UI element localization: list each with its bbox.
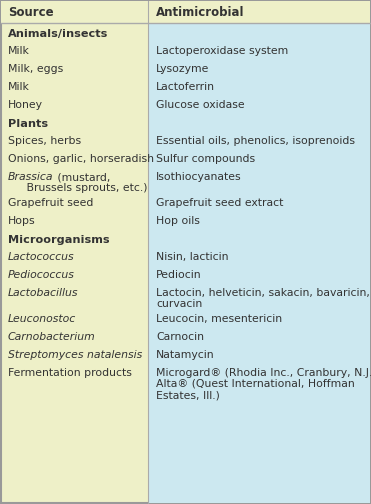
Text: Lysozyme: Lysozyme (156, 64, 209, 74)
Text: Grapefruit seed: Grapefruit seed (8, 198, 93, 208)
Text: Honey: Honey (8, 100, 43, 110)
Text: Streptomyces natalensis: Streptomyces natalensis (8, 350, 142, 360)
Text: Natamycin: Natamycin (156, 350, 215, 360)
Text: Milk: Milk (8, 46, 30, 56)
Text: Lactobacillus: Lactobacillus (8, 288, 79, 298)
Text: Lactococcus: Lactococcus (8, 252, 75, 262)
Text: Milk: Milk (8, 82, 30, 92)
Text: Glucose oxidase: Glucose oxidase (156, 100, 244, 110)
Text: Grapefruit seed extract: Grapefruit seed extract (156, 198, 283, 208)
Text: Fermentation products: Fermentation products (8, 368, 132, 378)
Text: Pediococcus: Pediococcus (8, 270, 75, 280)
Text: Isothiocyanates: Isothiocyanates (156, 172, 242, 182)
Text: Milk, eggs: Milk, eggs (8, 64, 63, 74)
Text: Carnobacterium: Carnobacterium (8, 332, 96, 342)
Text: Onions, garlic, horseradish: Onions, garlic, horseradish (8, 154, 154, 164)
Text: Microgard® (Rhodia Inc., Cranbury, N.J.),: Microgard® (Rhodia Inc., Cranbury, N.J.)… (156, 368, 371, 378)
Text: Antimicrobial: Antimicrobial (156, 7, 244, 20)
Bar (148, 1, 370, 503)
Text: Hop oils: Hop oils (156, 216, 200, 226)
Text: Alta® (Quest International, Hoffman: Alta® (Quest International, Hoffman (156, 379, 355, 389)
Text: curvacin: curvacin (156, 299, 202, 309)
Text: Lactocin, helveticin, sakacin, bavaricin,: Lactocin, helveticin, sakacin, bavaricin… (156, 288, 370, 298)
Text: Essential oils, phenolics, isoprenoids: Essential oils, phenolics, isoprenoids (156, 136, 355, 146)
Text: Pediocin: Pediocin (156, 270, 201, 280)
Bar (148, 1, 370, 23)
Text: (mustard,: (mustard, (54, 172, 111, 182)
Text: Nisin, lacticin: Nisin, lacticin (156, 252, 229, 262)
Text: Hops: Hops (8, 216, 36, 226)
Text: Plants: Plants (8, 119, 48, 129)
Text: Lactoferrin: Lactoferrin (156, 82, 215, 92)
Text: Lactoperoxidase system: Lactoperoxidase system (156, 46, 288, 56)
Text: Sulfur compounds: Sulfur compounds (156, 154, 255, 164)
Text: Spices, herbs: Spices, herbs (8, 136, 81, 146)
Text: Microorganisms: Microorganisms (8, 235, 109, 245)
Bar (1, 1, 148, 23)
Text: Estates, Ill.): Estates, Ill.) (156, 390, 220, 400)
Text: Brussels sprouts, etc.): Brussels sprouts, etc.) (16, 183, 148, 193)
Text: Source: Source (8, 7, 54, 20)
Text: Leucocin, mesentericin: Leucocin, mesentericin (156, 314, 282, 324)
Text: Leuconostoc: Leuconostoc (8, 314, 76, 324)
Text: Carnocin: Carnocin (156, 332, 204, 342)
Text: Brassica: Brassica (8, 172, 53, 182)
Text: Animals/insects: Animals/insects (8, 29, 108, 39)
